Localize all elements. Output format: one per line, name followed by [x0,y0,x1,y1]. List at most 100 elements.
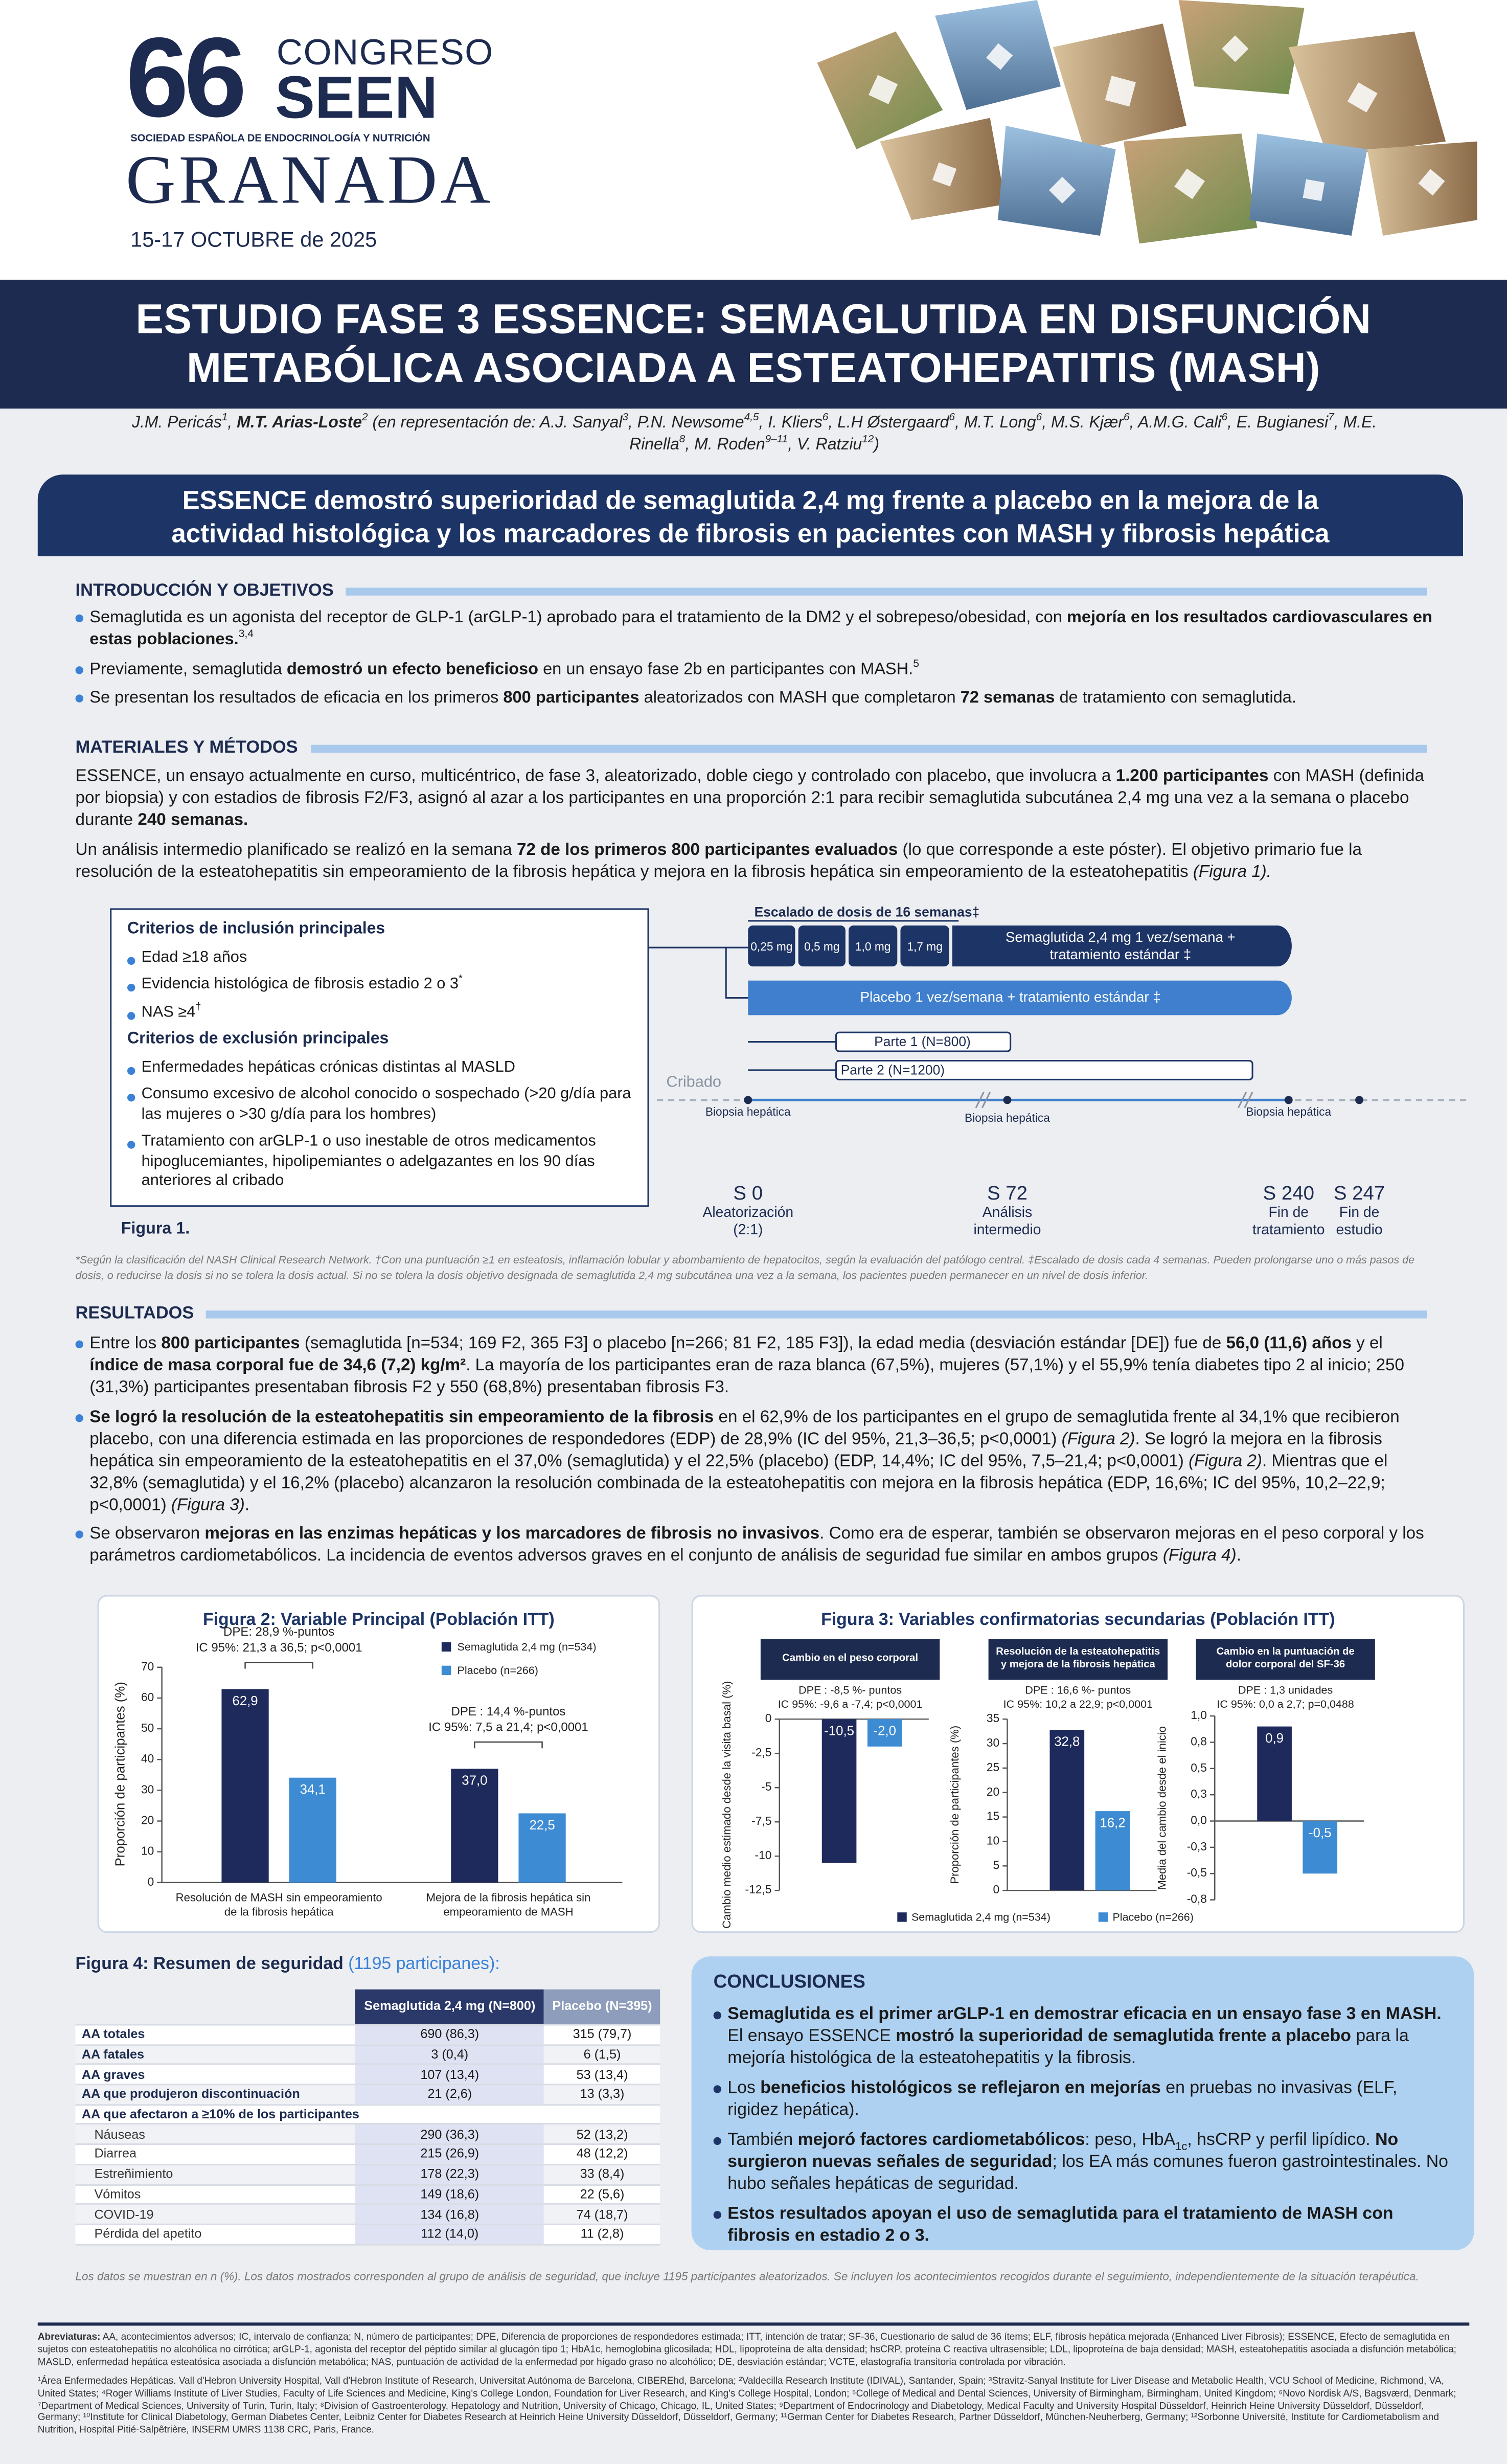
row-label: COVID-19 [75,2204,355,2225]
table-cell: 178 (22,3) [355,2164,544,2185]
milestone-label: Fin de [1339,1204,1380,1220]
title-band: ESTUDIO FASE 3 ESSENCE: SEMAGLUTIDA EN D… [0,280,1507,409]
text-run: J.M. Pericás [131,415,222,433]
y-tick-label: -0,5 [1187,1866,1207,1879]
text-run: , M. Roden [685,437,765,455]
text-run: AA, acontecimientos adversos; IC, interv… [37,2332,1457,2368]
bullet-item: Enfermedades hepáticas crónicas distinta… [127,1058,632,1078]
text-run: , M.S. Kjær [1042,415,1124,433]
text-run: mostró la superioridad de semaglutida fr… [896,2027,1351,2046]
text-run: 6 [822,412,829,424]
value-label: 32,8 [1054,1735,1080,1749]
authors: J.M. Pericás1, M.T. Arias-Loste2 (en rep… [110,413,1399,457]
header-collage [817,0,1477,244]
text-run: Tratamiento con arGLP-1 o uso inestable … [141,1133,596,1190]
y-tick-label: 0,3 [1191,1787,1207,1800]
row-label: AA que afectaron a ≥10% de los participa… [75,2104,660,2126]
row-label: Náuseas [75,2124,355,2145]
decoration [869,35,1445,204]
bullet-item: Se observaron mejoras en las enzimas hep… [75,1523,1435,1567]
dose-label: 0,25 mg [750,940,792,953]
text-run: , M.T. Long [954,415,1036,433]
legend-label: Placebo (n=266) [1112,1911,1193,1924]
legend-swatch [441,1642,451,1652]
dose-label: 0,5 mg [804,940,840,953]
text-run: (semaglutida [n=534; 169 F2, 365 F3] o p… [300,1334,1226,1353]
text-run: y el [1351,1334,1383,1353]
dose-box [900,925,949,967]
milestone-label: Fin de [1268,1204,1309,1220]
legend-label: Semaglutida 2,4 mg (n=534) [911,1911,1051,1924]
study-design: Escalado de dosis de 16 semanas‡ 0,25 mg… [649,905,1470,1237]
text-run: ; los EA más comunes fueron gastrointest… [727,2153,1448,2194]
title-line: ESTUDIO FASE 3 ESSENCE: SEMAGLUTIDA EN D… [135,295,1372,343]
bar [289,1777,336,1883]
text-run: : peso, HbA [1085,2131,1176,2150]
milestone-week: S 0 [733,1182,763,1204]
figure-title: Figura 3: Variables confirmatorias secun… [821,1611,1335,1630]
text-run: , E. Bugianesi [1227,415,1329,433]
text-run: 800 participantes [503,688,640,707]
text-run: . Mientras que el 32,8% (semaglutida) y … [89,1451,1388,1514]
text-run: ) [874,437,880,455]
milestone-label: (2:1) [733,1221,763,1237]
decoration [981,1092,991,1109]
row-label: Diarrea [75,2144,355,2165]
text-run: M.T. Arias-Loste [237,415,362,433]
dates: 15-17 OCTUBRE de 2025 [130,228,377,252]
table-cell: 21 (2,6) [355,2084,544,2106]
table-cell: 690 (86,3) [355,2024,544,2046]
table-cell: 13 (3,3) [544,2084,660,2106]
table-row: Estreñimiento 178 (22,3) 33 (8,4) [75,2164,660,2185]
text-run: . La mayoría de los participantes eran d… [89,1356,1404,1397]
bar [1257,1726,1292,1821]
section-heading: INTRODUCCIÓN Y OBJETIVOS [76,581,1427,600]
text-run: , V. Ratziu [788,437,862,455]
bullet-item: Semaglutida es un agonista del receptor … [75,606,1443,650]
table-cell: 149 (18,6) [355,2184,544,2205]
key-message-line: actividad histológica y los marcadores d… [171,518,1330,549]
affiliations: ¹Área Enfermedades Hepáticas. Vall d'Heb… [37,2376,1456,2436]
bar [518,1813,566,1883]
text-run: índice de masa corporal fue de 34,6 (7,2… [89,1356,466,1375]
y-tick-label: 10 [987,1834,999,1847]
society: SOCIEDAD ESPAÑOLA DE ENDOCRINOLOGÍA Y NU… [130,133,430,145]
text-run: . Como era de esperar, también se observ… [89,1524,1424,1566]
y-tick-label: 0,0 [1191,1814,1207,1827]
text-run: . [1236,1546,1241,1566]
decoration [932,162,957,187]
intro-bullets: Semaglutida es un agonista del receptor … [75,606,1443,716]
text-run: Se observaron [89,1524,205,1543]
table-note: Los datos se muestran en n (%). Los dato… [75,2269,1419,2284]
milestone-label: tratamiento [1252,1221,1325,1237]
part-box [835,1031,1012,1052]
text-run: 3,4 [238,629,254,641]
text-run: de tratamiento con semaglutida. [1055,688,1296,707]
text-run: , hsCRP y perfil lipídico. [1187,2131,1376,2150]
row-label: AA graves [75,2064,355,2086]
arm-label: tratamiento estándar ‡ [1049,946,1191,962]
text-run: Previamente, semaglutida [89,659,287,679]
figure-caption: Figura 1. [121,1219,190,1238]
text-run: (Figura 2) [1189,1451,1262,1471]
decoration [1418,169,1445,196]
y-tick-label: 20 [141,1814,154,1827]
annotation: DPE: 28,9 %-puntos [223,1625,334,1639]
y-tick-label: -5 [761,1780,771,1793]
y-tick-label: 0 [765,1711,772,1725]
conclusions: CONCLUSIONES Semaglutida es el primer ar… [691,1956,1474,2250]
text-run: 8 [679,434,686,446]
row-label: AA totales [75,2024,355,2046]
table-cell: 11 (2,8) [544,2224,660,2245]
seen-label: SEEN [275,66,438,132]
bullet-item: También mejoró factores cardiometabólico… [713,2129,1452,2195]
column-header: Semaglutida 2,4 mg (N=800) [355,1989,544,2026]
bar [1303,1821,1338,1874]
y-tick-label: 40 [141,1752,154,1765]
value-label: -2,0 [873,1724,896,1738]
dose-box [798,925,846,967]
milestone-label: estudio [1336,1221,1383,1237]
text-run: 1c [1175,2140,1188,2153]
milestone-week: S 247 [1334,1182,1385,1204]
